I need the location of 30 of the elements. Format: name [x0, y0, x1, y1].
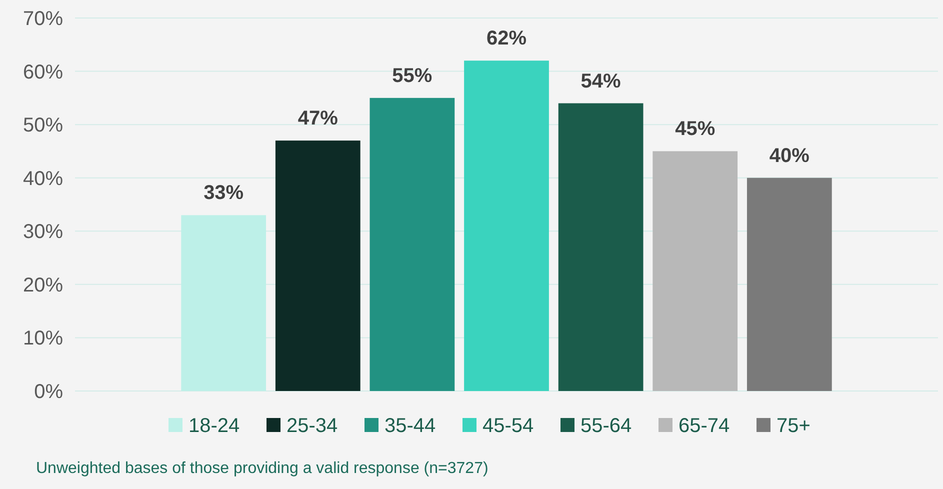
data-label: 33% — [204, 182, 244, 204]
y-tick-label: 60% — [22, 61, 64, 84]
bar — [652, 151, 738, 391]
data-label: 55% — [392, 64, 432, 87]
legend-label: 35-44 — [384, 415, 436, 437]
bar — [275, 140, 360, 391]
data-label: 62% — [486, 28, 527, 50]
bar — [181, 215, 266, 391]
legend-label: 18-24 — [188, 415, 240, 437]
y-tick-label: 40% — [22, 168, 64, 190]
legend-label: 75+ — [776, 415, 810, 437]
text: Unweighted bases of those providing a valid response (n=3727) — [36, 460, 488, 477]
legend-label: 45-54 — [482, 415, 534, 437]
legend-label: 25-34 — [286, 415, 338, 437]
bar — [370, 98, 455, 391]
y-tick-label: 30% — [22, 221, 64, 244]
bar — [558, 103, 644, 391]
data-label: 40% — [769, 144, 810, 167]
y-tick-label: 10% — [22, 328, 64, 350]
bar — [746, 178, 832, 391]
y-tick-label: 50% — [22, 114, 64, 137]
legend-label: 55-64 — [580, 415, 632, 437]
bar — [464, 60, 549, 391]
data-label: 54% — [580, 70, 622, 92]
legend-label: 65-74 — [678, 415, 730, 437]
y-tick-label: 70% — [22, 8, 64, 30]
y-tick-label: 20% — [22, 274, 64, 296]
y-tick-label: 0% — [34, 381, 64, 403]
data-label: 47% — [298, 108, 338, 130]
data-label: 45% — [675, 118, 716, 140]
